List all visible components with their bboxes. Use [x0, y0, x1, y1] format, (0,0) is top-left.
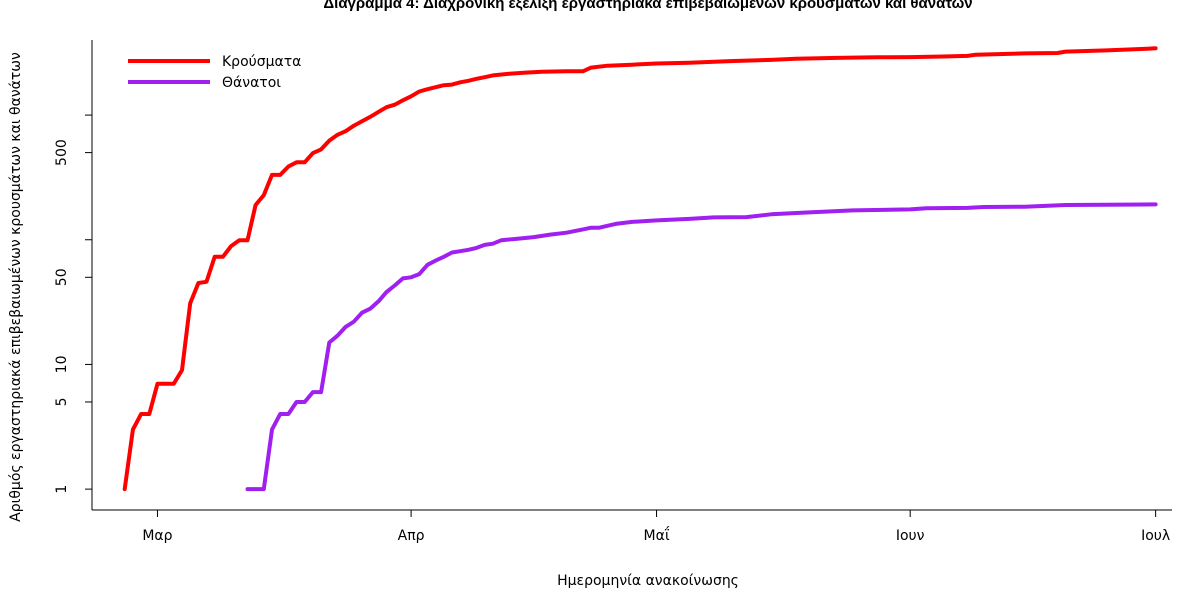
- y-tick-label: 5: [54, 398, 70, 407]
- axes: 1 5 10 50 500 Μαρ Απρ Μαΐ Ιουν Ιουλ: [54, 40, 1172, 544]
- legend-label: Κρούσματα: [222, 54, 301, 70]
- y-tick-label: 1: [54, 485, 70, 494]
- y-tick-label: 10: [54, 356, 70, 374]
- x-tick-label: Απρ: [398, 528, 425, 544]
- legend: Κρούσματα Θάνατοι: [128, 54, 301, 91]
- chart-title: Διάγραμμα 4: Διαχρονική εξέλιξη εργαστηρ…: [323, 0, 972, 12]
- x-axis-title: Ημερομηνία ανακοίνωσης: [557, 573, 739, 589]
- y-tick-label: 50: [54, 268, 70, 286]
- x-tick-label: Ιουν: [896, 528, 925, 544]
- series-line-2: [245, 202, 1158, 492]
- x-tick-label: Μαρ: [142, 528, 172, 544]
- y-axis-title: Αριθμός εργαστηριακά επιβεβαιωμένων κρου…: [8, 52, 24, 522]
- series-line-1: [122, 46, 1158, 492]
- x-tick-label: Ιουλ: [1141, 528, 1170, 544]
- legend-label: Θάνατοι: [222, 75, 281, 91]
- y-tick-label: 500: [54, 139, 70, 166]
- series-lines: [122, 46, 1158, 492]
- x-tick-label: Μαΐ: [644, 526, 670, 544]
